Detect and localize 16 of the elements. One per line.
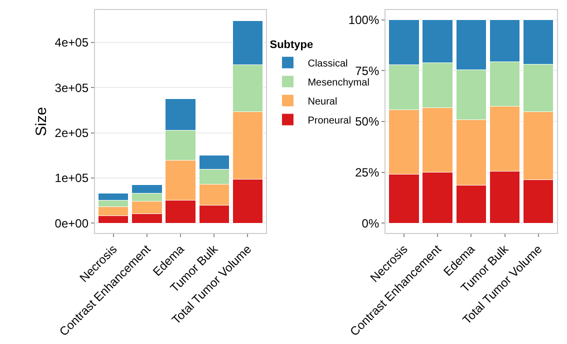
legend-label: Classical bbox=[308, 58, 348, 70]
y-tick-label: 0e+00 bbox=[54, 216, 89, 230]
y-tick-label: 50% bbox=[355, 114, 380, 129]
y-tick-label: 0% bbox=[362, 216, 380, 230]
legend-title: Subtype bbox=[270, 39, 314, 52]
y-tick-label: 3e+05 bbox=[54, 80, 89, 95]
y-tick-label: 1e+05 bbox=[54, 171, 89, 186]
y-tick-label: 2e+05 bbox=[54, 126, 89, 140]
legend-label: Neural bbox=[308, 96, 338, 108]
y-tick-label: 4e+05 bbox=[54, 36, 89, 50]
y-tick-label: 75% bbox=[355, 64, 380, 78]
y-tick-label: 25% bbox=[355, 165, 380, 180]
y-axis-title: Size bbox=[33, 106, 50, 136]
legend-label: Mesenchymal bbox=[308, 77, 370, 88]
y-tick-label: 100% bbox=[348, 13, 380, 28]
legend-label: Proneural bbox=[308, 115, 352, 126]
